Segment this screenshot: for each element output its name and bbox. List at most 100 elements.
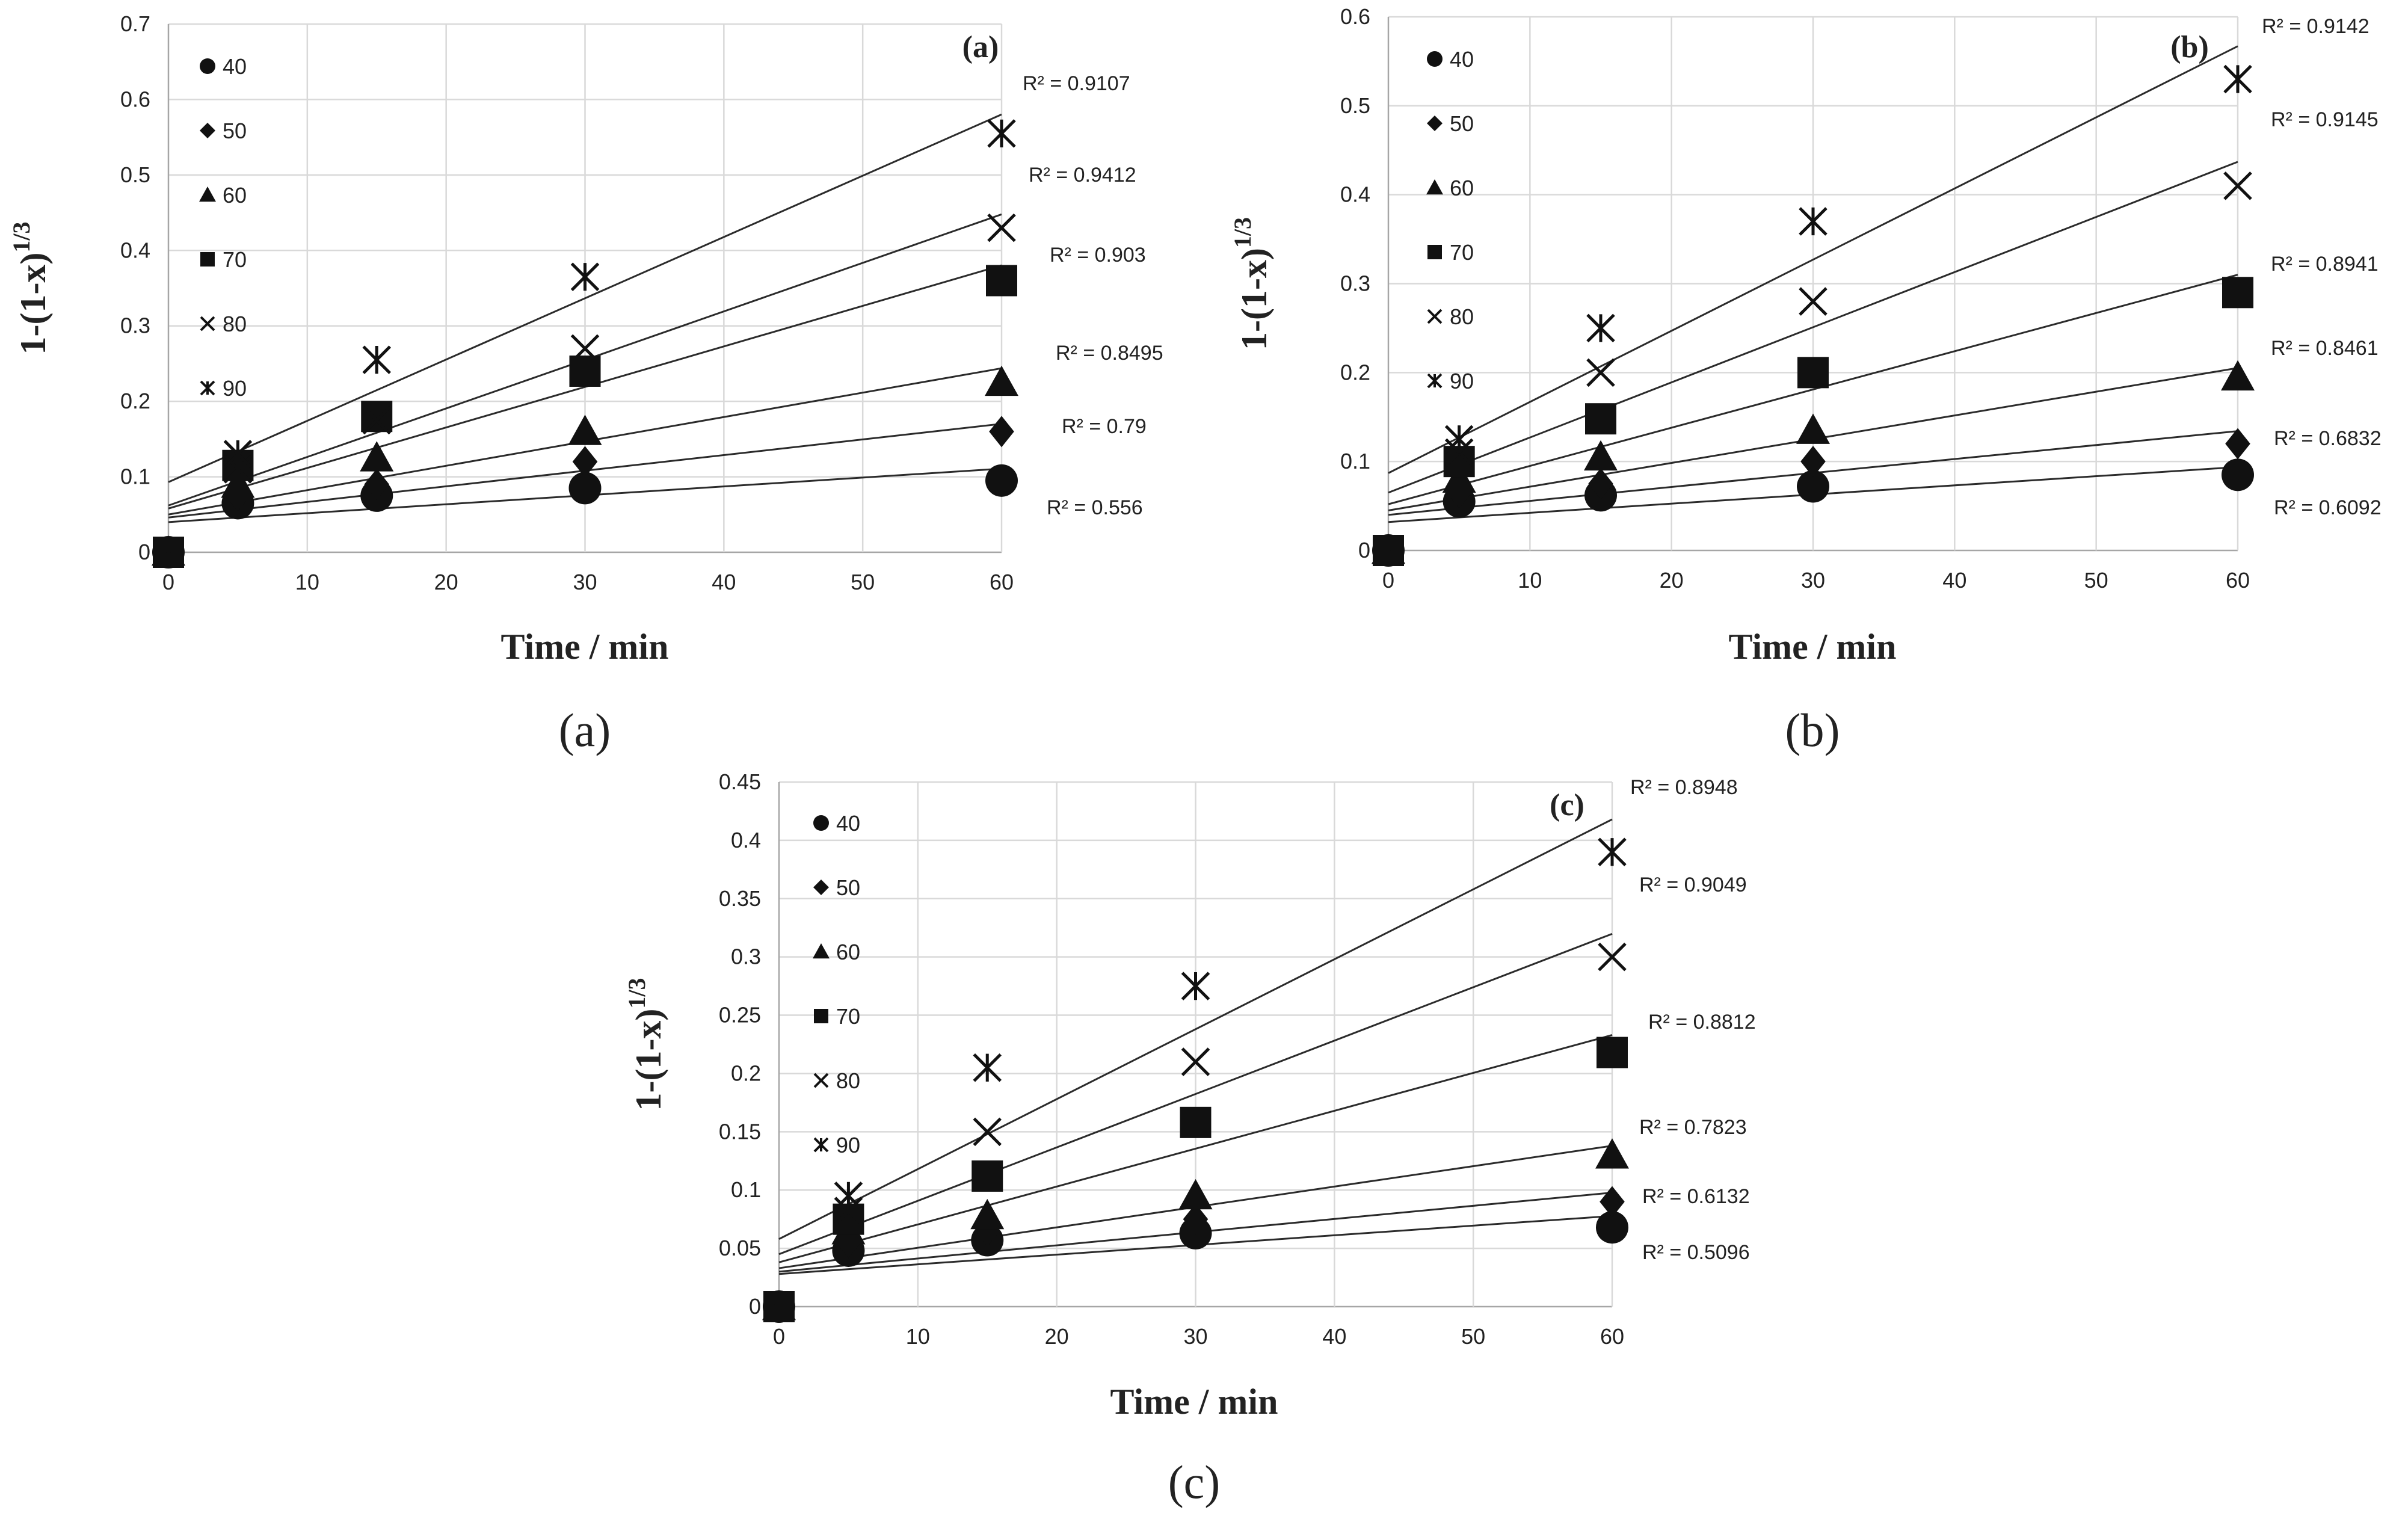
r2-label-60: R² = 0.7823: [1639, 1116, 1747, 1139]
legend-label-70: 70: [836, 1004, 860, 1029]
panel-label: (a): [962, 30, 999, 64]
x-tick-label: 50: [1461, 1324, 1485, 1349]
series-90: [1374, 64, 2252, 565]
r2-label-70: R² = 0.8812: [1648, 1011, 1756, 1034]
y-tick-label: 0.35: [719, 886, 761, 911]
point-50-t60: [989, 416, 1014, 448]
r2-label-80: R² = 0.9145: [2271, 108, 2379, 131]
point-80-t5: [223, 455, 253, 484]
trendline-90: [168, 113, 1002, 483]
legend-label-40: 40: [223, 54, 247, 79]
point-90-t30: [1181, 972, 1210, 1000]
point-80-t30: [570, 334, 600, 363]
x-tick-label: 40: [712, 570, 736, 594]
legend-marker-50: [813, 880, 829, 895]
point-60-t60: [1595, 1138, 1629, 1169]
legend-label-60: 60: [223, 183, 247, 208]
x-tick-label: 10: [295, 570, 319, 594]
r2-label-40: R² = 0.6092: [2274, 496, 2382, 519]
point-60-t30: [568, 414, 602, 445]
point-50-t60: [1600, 1186, 1625, 1218]
point-70-t15: [1585, 403, 1616, 435]
y-tick-label: 0: [138, 540, 150, 564]
legend-marker-40: [200, 58, 215, 74]
point-70-t60: [1597, 1037, 1628, 1068]
legend-label-50: 50: [223, 119, 247, 143]
point-50-t30: [1800, 446, 1826, 478]
panel-caption: (a): [559, 704, 611, 756]
point-60-t30: [1796, 413, 1830, 444]
x-tick-label: 50: [851, 570, 875, 594]
point-90-t5: [834, 1182, 863, 1210]
point-90-t60: [2223, 64, 2252, 94]
legend-marker-70: [814, 1009, 828, 1023]
point-70-t30: [1797, 357, 1829, 389]
x-tick-label: 20: [1660, 568, 1684, 593]
r2-label-90: R² = 0.8948: [1630, 776, 1738, 799]
legend-label-80: 80: [223, 312, 247, 336]
y-tick-label: 0.3: [731, 944, 761, 969]
r2-label-40: R² = 0.5096: [1642, 1241, 1750, 1264]
y-axis-title-exponent: 1/3: [1229, 217, 1256, 248]
y-tick-label: 0.6: [1340, 4, 1370, 29]
point-80-t60: [2223, 171, 2252, 200]
x-axis-title: Time / min: [1729, 627, 1897, 667]
y-tick-label: 0.1: [1340, 449, 1370, 473]
legend-label-40: 40: [836, 811, 860, 836]
point-70-t60: [2222, 277, 2253, 309]
legend-marker-80: [813, 1073, 829, 1088]
legend-marker-90: [200, 380, 215, 396]
r2-label-70: R² = 0.8941: [2271, 253, 2379, 276]
x-tick-label: 20: [434, 570, 458, 594]
point-60-t30: [1178, 1179, 1213, 1210]
y-axis-title-exponent: 1/3: [623, 978, 650, 1008]
panel-b: 0 0.1 0.2 0.3 0.4 0.5 0.6 0 10 20 30 40 50 60 40 50 60 70…: [1229, 4, 2382, 667]
gridlines: [167, 23, 1003, 553]
point-80-t5: [834, 1197, 863, 1225]
legend-label-80: 80: [1450, 304, 1474, 329]
y-tick-label: 0.1: [731, 1177, 761, 1202]
y-tick-label: 0.7: [120, 11, 150, 36]
legend-marker-50: [200, 123, 215, 138]
x-tick-label: 20: [1045, 1324, 1069, 1349]
legend-label-50: 50: [836, 875, 860, 900]
legend-label-90: 90: [836, 1133, 860, 1157]
x-tick-label: 30: [573, 570, 597, 594]
legend-marker-60: [1426, 179, 1443, 195]
legend-marker-90: [1427, 373, 1443, 389]
x-tick-label: 10: [1518, 568, 1542, 593]
r2-label-40: R² = 0.556: [1047, 496, 1143, 519]
point-50-t30: [572, 446, 598, 478]
point-40-t60: [1596, 1211, 1628, 1244]
y-tick-label: 0.6: [120, 87, 150, 111]
x-tick-label: 30: [1801, 568, 1825, 593]
r2-label-60: R² = 0.8495: [1056, 342, 1163, 365]
point-60-t5: [221, 467, 255, 498]
legend-label-60: 60: [836, 940, 860, 964]
panel-caption: (b): [1785, 704, 1840, 756]
r2-label-50: R² = 0.79: [1062, 415, 1147, 438]
r2-label-80: R² = 0.9412: [1029, 164, 1136, 186]
point-90-t60: [987, 119, 1016, 148]
y-tick-label: 0.25: [719, 1003, 761, 1028]
legend: 40 50 60 70 80 90: [1426, 47, 1474, 393]
point-90-t60: [1598, 837, 1627, 867]
x-tick-label: 0: [162, 570, 174, 594]
legend: 40 50 60 70 80 90: [199, 54, 247, 401]
y-axis-title-base: 1-(1-x): [1234, 248, 1274, 350]
point-50-t15: [1588, 468, 1613, 500]
y-tick-label: 0.3: [1340, 271, 1370, 296]
r2-label-90: R² = 0.9107: [1023, 72, 1130, 95]
point-40-t30: [568, 472, 602, 505]
x-tick-label: 60: [990, 570, 1014, 594]
point-50-t30: [1183, 1203, 1209, 1235]
point-80-t60: [987, 213, 1016, 242]
x-tick-label: 50: [2084, 568, 2108, 593]
y-tick-label: 0.2: [1340, 360, 1370, 384]
y-tick-label: 0.4: [1340, 182, 1370, 207]
x-tick-label: 30: [1183, 1324, 1207, 1349]
x-axis-title: Time / min: [1110, 1382, 1278, 1422]
trendline-90: [1388, 45, 2238, 474]
legend-label-50: 50: [1450, 111, 1474, 136]
legend-marker-60: [199, 186, 216, 202]
